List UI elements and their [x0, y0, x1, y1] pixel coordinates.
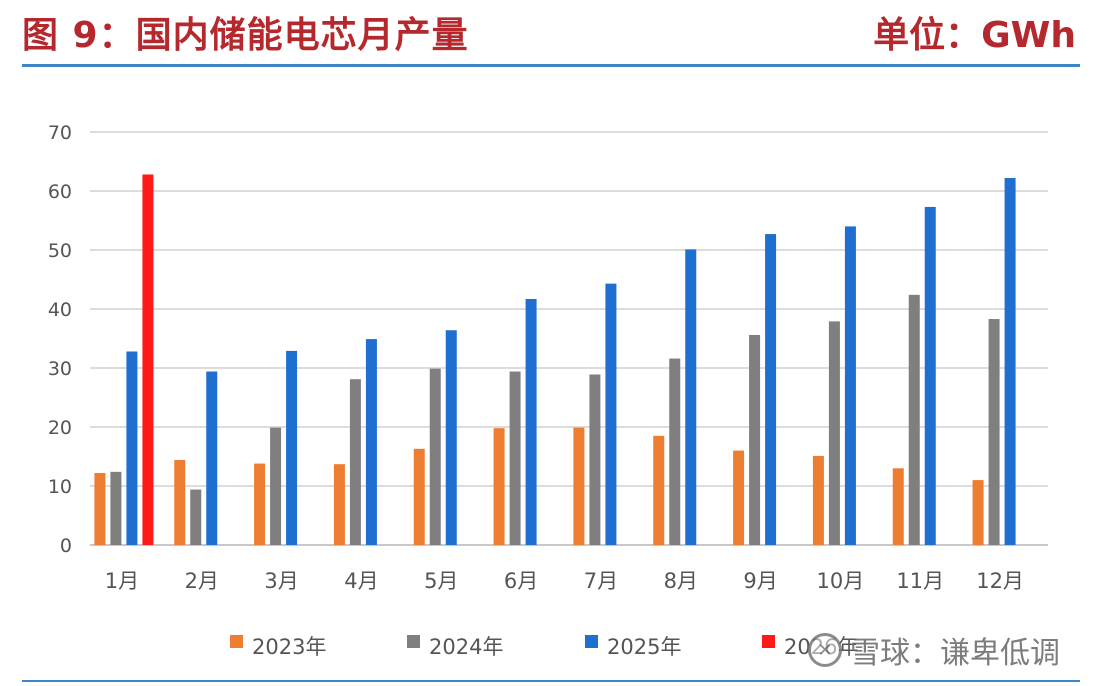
bar-2023年-12月 — [972, 480, 984, 545]
y-tick-label: 10 — [48, 476, 72, 498]
x-tick-label: 2月 — [185, 569, 219, 593]
bar-2025年-6月 — [525, 298, 537, 545]
bar-2024年-7月 — [589, 374, 601, 545]
bar-2024年-12月 — [988, 319, 1000, 545]
y-tick-label: 40 — [48, 299, 72, 321]
x-tick-label: 3月 — [264, 569, 298, 593]
x-tick-label: 6月 — [504, 569, 538, 593]
bar-2023年-1月 — [94, 473, 106, 545]
bar-2023年-3月 — [254, 463, 266, 545]
unit-label: 单位：GWh — [873, 15, 1076, 56]
bar-2025年-12月 — [1004, 178, 1016, 545]
bar-2024年-2月 — [190, 489, 202, 545]
bar-2024年-3月 — [270, 427, 282, 545]
y-tick-label: 30 — [48, 358, 72, 380]
bar-2025年-11月 — [924, 206, 936, 545]
legend-label: 2024年 — [429, 635, 503, 659]
bar-2024年-11月 — [908, 294, 920, 545]
bar-2023年-11月 — [892, 468, 904, 545]
x-tick-label: 4月 — [344, 569, 378, 593]
bar-2025年-5月 — [445, 330, 457, 545]
bar-2023年-6月 — [493, 428, 505, 545]
bar-2023年-7月 — [573, 427, 585, 545]
x-tick-label: 9月 — [743, 569, 777, 593]
bar-2024年-8月 — [669, 358, 681, 545]
legend-swatch — [762, 635, 775, 648]
x-tick-label: 12月 — [976, 569, 1024, 593]
bar-2026年-1月 — [142, 174, 154, 546]
header-divider — [22, 64, 1080, 67]
bar-2023年-8月 — [653, 435, 665, 545]
bar-2025年-4月 — [365, 339, 377, 545]
bar-2023年-2月 — [174, 460, 186, 545]
xueqiu-logo-icon: ✕ — [808, 633, 842, 667]
bar-2024年-4月 — [349, 379, 361, 545]
y-tick-label: 50 — [48, 240, 72, 262]
bar-2025年-9月 — [765, 234, 777, 545]
footer-divider — [22, 680, 1080, 682]
bar-2024年-6月 — [509, 371, 521, 545]
x-tick-label: 8月 — [664, 569, 698, 593]
bar-2024年-9月 — [749, 334, 761, 545]
x-tick-label: 7月 — [584, 569, 618, 593]
y-tick-label: 20 — [48, 417, 72, 439]
bar-2025年-8月 — [685, 249, 697, 545]
bar-2025年-2月 — [206, 371, 218, 545]
x-tick-label: 1月 — [105, 569, 139, 593]
bar-2025年-10月 — [844, 226, 856, 545]
x-tick-label: 11月 — [896, 569, 944, 593]
bar-2025年-3月 — [286, 350, 298, 545]
legend-swatch — [585, 635, 598, 648]
watermark: ✕ 雪球：谦卑低调 — [808, 628, 1060, 672]
legend-label: 2023年 — [252, 635, 326, 659]
legend-swatch — [407, 635, 420, 648]
bar-2023年-5月 — [413, 448, 425, 545]
bar-2024年-1月 — [110, 471, 122, 545]
bar-2025年-7月 — [605, 283, 617, 545]
bar-2023年-4月 — [333, 464, 345, 545]
y-tick-label: 70 — [48, 122, 72, 144]
chart-header: 图 9：国内储能电芯月产量 单位：GWh — [0, 0, 1104, 70]
chart-title: 图 9：国内储能电芯月产量 — [22, 15, 469, 56]
x-tick-label: 5月 — [424, 569, 458, 593]
bar-2025年-1月 — [126, 351, 138, 545]
y-tick-label: 60 — [48, 181, 72, 203]
y-tick-label: 0 — [60, 535, 72, 557]
watermark-text: 雪球：谦卑低调 — [850, 636, 1060, 671]
bar-2023年-9月 — [733, 450, 745, 545]
bar-2024年-10月 — [828, 321, 840, 545]
bar-2023年-10月 — [812, 455, 824, 545]
x-tick-label: 10月 — [817, 569, 865, 593]
legend-swatch — [230, 635, 243, 648]
legend-label: 2025年 — [607, 635, 681, 659]
bar-2024年-5月 — [429, 368, 441, 545]
